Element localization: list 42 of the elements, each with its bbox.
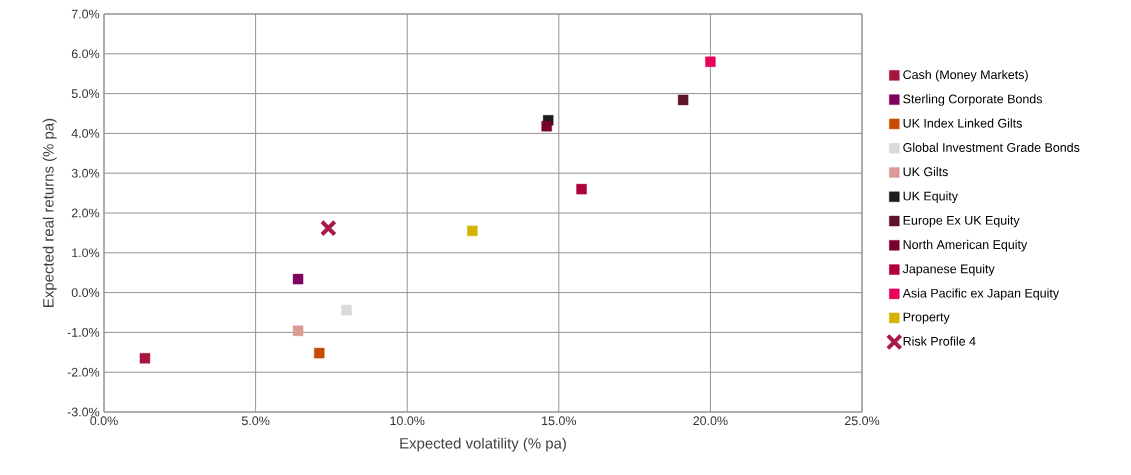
legend-label: Cash (Money Markets)	[903, 69, 1028, 82]
x-tick-label: 0.0%	[90, 416, 118, 426]
y-tick-label: 0.0%	[71, 288, 100, 298]
y-tick-label: 1.0%	[72, 248, 100, 258]
x-tick-label: 15.0%	[542, 416, 577, 426]
legend-label: Global Investment Grade Bonds	[903, 142, 1080, 152]
legend-label: Asia Pacific ex Japan Equity	[902, 288, 1060, 301]
y-tick-label: -2.0%	[67, 367, 100, 377]
y-tick-label: 2.0%	[71, 208, 100, 218]
x-tick-label: 10.0%	[390, 416, 425, 426]
legend-label: Japanese Equity	[902, 264, 995, 276]
y-axis-title: Expected real returns (% pa)	[42, 118, 57, 307]
y-tick-label: 4.0%	[71, 129, 100, 138]
point	[292, 325, 304, 337]
x-axis-title: Expected volatility (% pa)	[400, 437, 566, 452]
x-tick-label: 5.0%	[241, 416, 270, 426]
point	[314, 347, 325, 359]
y-tick-label: 3.0%	[71, 168, 100, 178]
point	[292, 273, 304, 285]
y-tick-label: -3.0%	[67, 407, 100, 417]
legend-label: Sterling Corporate Bonds	[903, 94, 1043, 106]
legend-label: Property	[903, 312, 950, 324]
point	[541, 121, 552, 132]
legend-label: North American Equity	[903, 239, 1028, 252]
point	[576, 183, 587, 195]
point	[705, 56, 716, 67]
legend-label: UK Gilts	[903, 167, 948, 177]
x-tick-label: 25.0%	[844, 416, 880, 426]
y-tick-label: 5.0%	[71, 89, 100, 99]
legend-label: UK Equity	[903, 191, 958, 203]
point	[320, 219, 337, 237]
point	[139, 353, 151, 364]
point	[341, 304, 352, 316]
point	[677, 94, 689, 106]
y-tick-label: 7.0%	[71, 9, 100, 19]
x-tick-label: 20.0%	[693, 416, 728, 426]
point	[467, 225, 478, 237]
legend-label: Risk Profile 4	[903, 336, 976, 346]
y-tick-label: -1.0%	[67, 328, 100, 337]
legend-label: UK Index Linked Gilts	[903, 118, 1022, 128]
legend-label: Europe Ex UK Equity	[903, 215, 1020, 228]
y-tick-label: 6.0%	[71, 49, 100, 59]
